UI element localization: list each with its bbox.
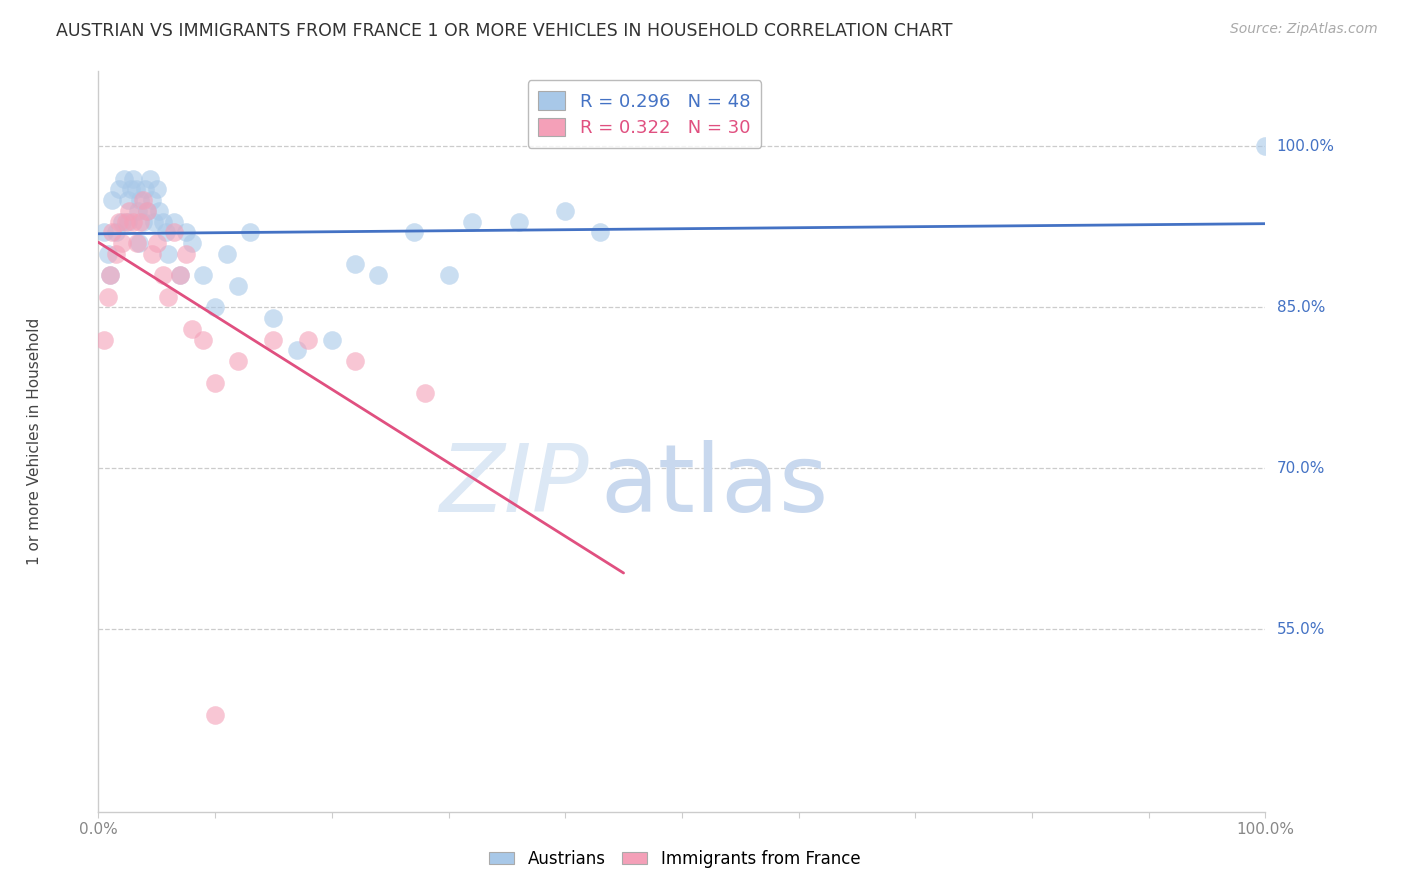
- Point: [136, 203, 159, 218]
- Point: [98, 268, 121, 283]
- Point: [104, 246, 127, 260]
- Text: 85.0%: 85.0%: [1277, 300, 1324, 315]
- Point: [148, 203, 170, 218]
- Point: [112, 171, 135, 186]
- Point: [163, 225, 186, 239]
- Text: 100.0%: 100.0%: [1277, 139, 1334, 154]
- Point: [101, 193, 124, 207]
- Point: [111, 214, 134, 228]
- Point: [104, 225, 127, 239]
- Point: [108, 182, 131, 196]
- Point: [118, 203, 141, 218]
- Point: [589, 225, 612, 239]
- Point: [262, 333, 284, 347]
- Legend: Austrians, Immigrants from France: Austrians, Immigrants from France: [482, 844, 868, 875]
- Text: atlas: atlas: [600, 440, 828, 532]
- Point: [125, 182, 148, 196]
- Point: [117, 193, 139, 207]
- Point: [117, 214, 139, 228]
- Point: [98, 268, 121, 283]
- Point: [108, 214, 131, 228]
- Point: [120, 182, 142, 196]
- Point: [204, 301, 226, 315]
- Point: [132, 193, 155, 207]
- Point: [152, 268, 174, 283]
- Point: [204, 708, 226, 723]
- Point: [152, 214, 174, 228]
- Point: [262, 311, 284, 326]
- Point: [461, 214, 484, 228]
- Point: [1254, 139, 1277, 153]
- Point: [139, 171, 162, 186]
- Text: 70.0%: 70.0%: [1277, 461, 1324, 475]
- Point: [413, 386, 436, 401]
- Point: [228, 279, 250, 293]
- Point: [146, 182, 169, 196]
- Point: [297, 333, 319, 347]
- Point: [125, 235, 148, 250]
- Point: [204, 376, 226, 390]
- Point: [508, 214, 530, 228]
- Point: [344, 258, 367, 272]
- Point: [344, 354, 367, 368]
- Point: [321, 333, 343, 347]
- Point: [180, 235, 202, 250]
- Point: [132, 214, 155, 228]
- Point: [193, 268, 215, 283]
- Point: [93, 333, 115, 347]
- Point: [169, 268, 191, 283]
- Point: [129, 193, 152, 207]
- Point: [97, 290, 120, 304]
- Point: [93, 225, 115, 239]
- Text: ZIP: ZIP: [439, 441, 589, 532]
- Point: [228, 354, 250, 368]
- Legend: R = 0.296   N = 48, R = 0.322   N = 30: R = 0.296 N = 48, R = 0.322 N = 30: [527, 80, 761, 148]
- Point: [115, 214, 138, 228]
- Text: Source: ZipAtlas.com: Source: ZipAtlas.com: [1230, 22, 1378, 37]
- Point: [169, 268, 191, 283]
- Point: [193, 333, 215, 347]
- Point: [402, 225, 425, 239]
- Point: [174, 225, 197, 239]
- Point: [127, 203, 149, 218]
- Point: [111, 235, 134, 250]
- Point: [285, 343, 308, 358]
- Point: [97, 246, 120, 260]
- Point: [157, 290, 180, 304]
- Point: [141, 193, 163, 207]
- Point: [174, 246, 197, 260]
- Point: [367, 268, 389, 283]
- Point: [122, 171, 145, 186]
- Point: [554, 203, 576, 218]
- Point: [155, 225, 177, 239]
- Text: 1 or more Vehicles in Household: 1 or more Vehicles in Household: [27, 318, 42, 566]
- Point: [157, 246, 180, 260]
- Point: [129, 214, 152, 228]
- Point: [239, 225, 262, 239]
- Point: [146, 235, 169, 250]
- Point: [180, 322, 202, 336]
- Point: [128, 235, 150, 250]
- Text: AUSTRIAN VS IMMIGRANTS FROM FRANCE 1 OR MORE VEHICLES IN HOUSEHOLD CORRELATION C: AUSTRIAN VS IMMIGRANTS FROM FRANCE 1 OR …: [56, 22, 953, 40]
- Point: [215, 246, 238, 260]
- Point: [122, 214, 145, 228]
- Point: [101, 225, 124, 239]
- Point: [437, 268, 460, 283]
- Point: [141, 246, 163, 260]
- Point: [134, 182, 156, 196]
- Text: 55.0%: 55.0%: [1277, 622, 1324, 637]
- Point: [136, 203, 159, 218]
- Point: [163, 214, 186, 228]
- Point: [143, 214, 166, 228]
